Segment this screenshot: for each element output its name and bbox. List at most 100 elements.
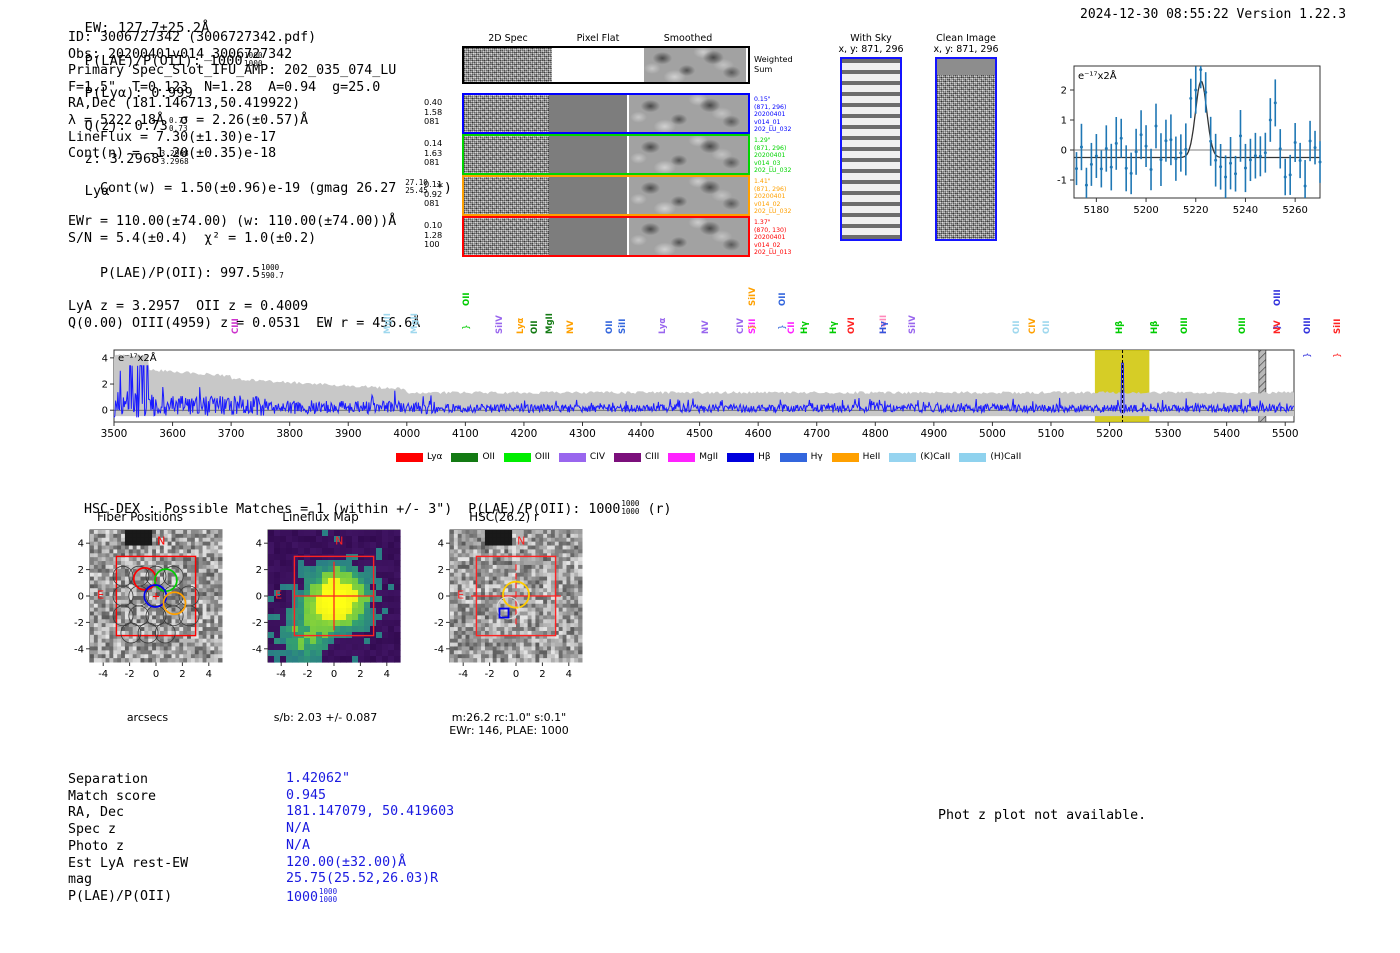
legend-item: HeII xyxy=(831,452,880,462)
match-table-key: Est LyA rest-EW xyxy=(68,855,189,871)
info-cont-w: Cont(w) = 1.50(±0.96)e-19 (gmag 26.27 27… xyxy=(100,178,452,197)
exposure-left-stats: 0.14 1.63 081 xyxy=(424,138,443,167)
emission-line-label: Hβ xyxy=(1115,320,1125,334)
header-qz: Q(z): 0.73 xyxy=(84,117,168,134)
svg-text:0: 0 xyxy=(438,592,444,603)
panel-lineflux-map: Lineflux Map -4 -4 -2 -2 0 0 2 2 4 4 N E s/b: 2.03 … xyxy=(238,510,413,724)
spec2d-exposure-row xyxy=(462,93,750,134)
header-plae-frac: 1000 1000 xyxy=(243,51,263,68)
exposure-pixelflat xyxy=(549,177,627,214)
svg-text:N: N xyxy=(517,535,525,548)
full-spectrum-svg: 0 2 4 3500 3600 3700 3800 3900 4000 4100 4200 4300 4… xyxy=(101,349,1299,440)
emission-line-label: OII xyxy=(1042,320,1052,334)
svg-text:3800: 3800 xyxy=(276,428,303,440)
exposure-right-meta: 1.41" (871, 296) 20200401 v014_02 202_LU… xyxy=(754,178,792,216)
svg-text:-4: -4 xyxy=(458,669,468,680)
legend-item: Hγ xyxy=(779,452,823,462)
exposure-pixelflat xyxy=(549,136,627,173)
emission-line-label: CII xyxy=(787,321,797,334)
legend-swatch xyxy=(959,452,987,462)
svg-text:2: 2 xyxy=(256,565,262,576)
info-lineflux: LineFlux = 7.30(±1.30)e-17 xyxy=(68,129,277,145)
svg-text:-4: -4 xyxy=(74,644,84,655)
svg-text:4500: 4500 xyxy=(686,428,713,440)
spec2d-panel-group: 2D Spec Pixel Flat Smoothed Weighted Sum… xyxy=(424,33,793,258)
svg-text:5000: 5000 xyxy=(979,428,1006,440)
legend-swatch xyxy=(396,452,423,462)
svg-text:0: 0 xyxy=(102,406,108,417)
svg-text:-1: -1 xyxy=(1057,176,1067,187)
legend-item: (K)CaII xyxy=(889,452,950,462)
emission-line-label: CIII xyxy=(231,318,241,334)
emission-line-label: OIII xyxy=(1238,317,1248,334)
svg-text:4300: 4300 xyxy=(569,428,596,440)
svg-text:0: 0 xyxy=(513,669,519,680)
info-lambda-sigma: λ = 5222.18Å σ = 2.26(±0.57)Å xyxy=(68,112,309,128)
cutout-clean-image-img xyxy=(935,57,997,241)
cutout-with-sky-xy: x, y: 871, 296 xyxy=(838,44,904,55)
match-table-plae-frac: 1000 1000 xyxy=(319,886,338,904)
panel-hsc-r-xlabel: m:26.2 rc:1.0" s:0.1" xyxy=(451,711,567,724)
panel-fiber-positions: Fiber Positions -4 -4 -2 -2 0 0 2 2 4 4 + N E arcsec… xyxy=(60,510,235,724)
exposure-smoothed xyxy=(629,218,748,255)
match-table-value: 1.42062" xyxy=(286,771,351,786)
match-table-value: N/A xyxy=(286,837,311,853)
legend-swatch xyxy=(451,452,479,462)
emission-line-brace: } xyxy=(1333,352,1343,358)
svg-text:-4: -4 xyxy=(98,669,108,680)
photz-note: Phot z plot not available. xyxy=(938,808,1147,823)
match-table-value: 25.75(25.52,26.03)R xyxy=(286,871,439,887)
match-table-value: 10001000 1000 xyxy=(286,886,338,905)
hscdex-header: HSC-DEX : Possible Matches = 1 (within +… xyxy=(68,485,671,517)
emission-line-label: CIV xyxy=(736,318,746,334)
legend-item: CIII xyxy=(614,452,659,462)
exposure-2dspec xyxy=(464,136,549,173)
emission-line-label: OII xyxy=(605,320,615,334)
info-cont-n: Cont(n) = -1.20(±0.35)e-18 xyxy=(68,146,277,162)
exposure-right-meta: 0.15" (871, 296) 20200401 v014_01 202_LU… xyxy=(754,96,792,134)
svg-text:-2: -2 xyxy=(125,669,135,680)
svg-text:2: 2 xyxy=(179,669,185,680)
svg-text:4000: 4000 xyxy=(393,428,420,440)
svg-text:3500: 3500 xyxy=(101,428,128,440)
header-plae: P(LAE)/P(OII): 1000 xyxy=(84,52,243,69)
legend-swatch xyxy=(889,452,917,462)
emission-line-label: Lyα xyxy=(516,317,526,334)
svg-text:E: E xyxy=(97,589,104,602)
svg-text:-2: -2 xyxy=(434,618,444,629)
match-table-value: 120.00(±32.00)Å xyxy=(286,854,407,870)
svg-text:0: 0 xyxy=(78,592,84,603)
full-spectrum-plot: CIII}MgII}MgII}SiIV}Lyα}OII}OII}MgII}NV}… xyxy=(96,272,1343,452)
spectrum-legend: Lyα OII OIII CIV CIII MgII Hβ Hγ HeII (K)CaII (H)C… xyxy=(396,452,1021,462)
emission-line-brace: } xyxy=(462,324,472,330)
svg-text:5240: 5240 xyxy=(1233,205,1258,216)
svg-text:5220: 5220 xyxy=(1183,205,1208,216)
svg-text:e⁻¹⁷x2Å: e⁻¹⁷x2Å xyxy=(118,351,157,364)
emission-line-label: OIII xyxy=(1303,317,1313,334)
legend-label: MgII xyxy=(699,452,719,462)
legend-swatch xyxy=(614,452,642,462)
svg-text:5500: 5500 xyxy=(1272,428,1299,440)
emission-line-label: OIII xyxy=(1180,317,1190,334)
emission-line-brace: } xyxy=(748,324,758,330)
cutout-clean-title: Clean Image xyxy=(936,33,996,44)
svg-text:4200: 4200 xyxy=(511,428,538,440)
svg-text:5200: 5200 xyxy=(1133,205,1158,216)
emission-line-label: MgII xyxy=(545,313,555,334)
info-gmag-frac: 27.10 25.45 xyxy=(405,178,428,196)
svg-text:4: 4 xyxy=(102,353,108,364)
match-table-value: 181.147079, 50.419603 xyxy=(286,804,455,820)
svg-text:0: 0 xyxy=(1061,146,1067,157)
emission-line-label-layer: CIII}MgII}MgII}SiIV}Lyα}OII}OII}MgII}NV}… xyxy=(96,272,1343,358)
panel-lineflux-map-xlabel: s/b: 2.03 +/- 0.087 xyxy=(273,711,378,724)
legend-label: (H)CaII xyxy=(990,452,1022,462)
emission-line-label: OIII xyxy=(1273,289,1283,306)
panel-fiber-positions-title: Fiber Positions xyxy=(96,510,184,524)
match-table-key: RA, Dec xyxy=(68,805,125,821)
cutout-with-sky-image xyxy=(840,57,902,241)
svg-text:4900: 4900 xyxy=(920,428,947,440)
panel-hsc-r: HSC(26.2) r -4 -4 -2 -2 0 0 2 2 4 4 N E m:26.2 rc:1… xyxy=(420,510,598,737)
svg-text:2: 2 xyxy=(1061,86,1067,97)
lineflux-map-svg: -4 -4 -2 -2 0 0 2 2 4 4 N E xyxy=(252,529,401,680)
header-ew: EW: 127.7±25.2Å xyxy=(84,20,210,36)
